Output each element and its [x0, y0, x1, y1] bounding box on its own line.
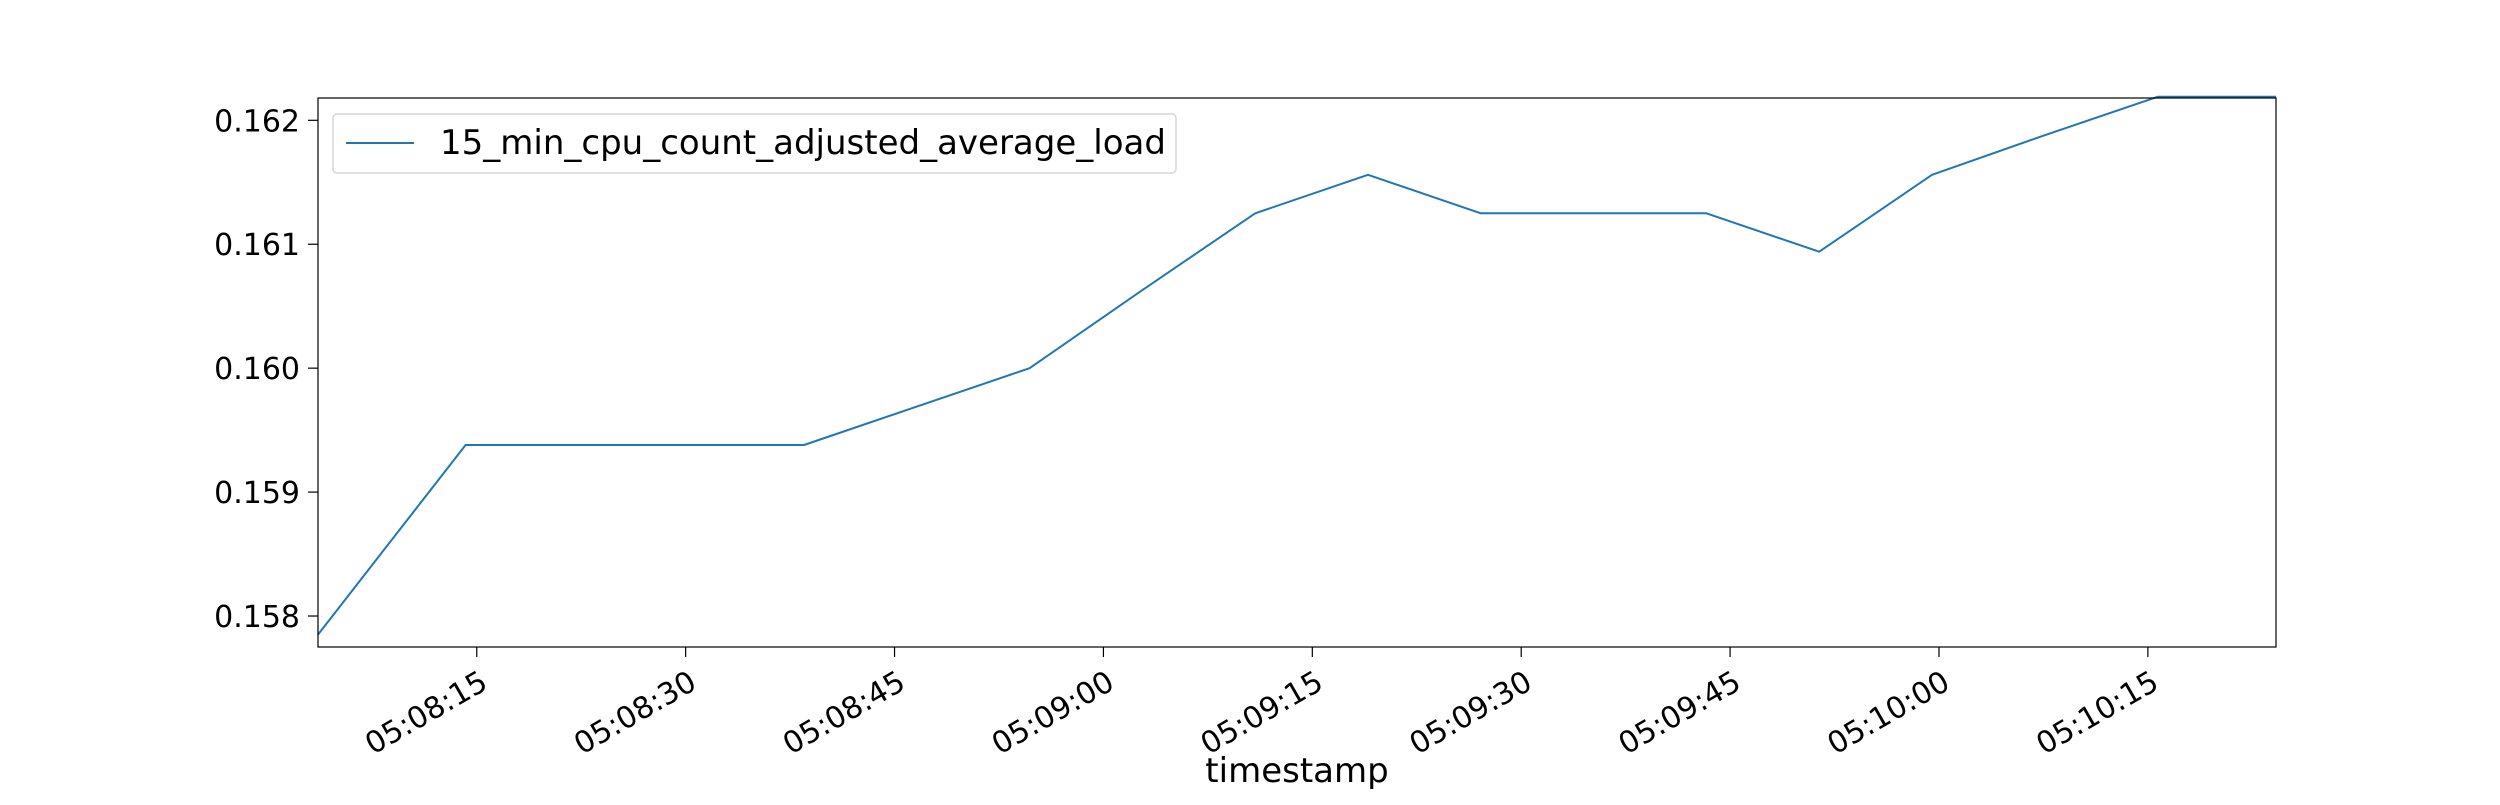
x-tick-label: 05:08:15 — [359, 664, 493, 762]
series-layer — [317, 95, 2276, 636]
x-tick-label: 05:09:45 — [1613, 664, 1747, 762]
x-tick-label: 05:08:45 — [777, 664, 911, 762]
plot-area — [318, 98, 2276, 647]
series-line — [317, 95, 2276, 636]
x-tick-label: 05:09:15 — [1195, 664, 1329, 762]
legend: 15_min_cpu_count_adjusted_average_load — [332, 113, 1177, 174]
x-tick-label: 05:09:30 — [1404, 664, 1538, 762]
y-tick-label: 0.158 — [214, 600, 300, 635]
x-tick-label: 05:08:30 — [568, 664, 702, 762]
x-axis-label: timestamp — [1205, 751, 1388, 791]
y-axis-ticks: 0.158 0.159 0.160 0.161 0.162 — [214, 104, 318, 635]
legend-box — [332, 113, 1177, 174]
y-tick-label: 0.160 — [214, 352, 300, 387]
legend-label: 15_min_cpu_count_adjusted_average_load — [440, 123, 1166, 163]
x-axis-ticks: 05:08:15 05:08:30 05:08:45 05:09:00 05:09:15… — [359, 647, 2165, 762]
x-tick-label: 05:09:00 — [986, 664, 1120, 762]
x-tick-label: 05:10:15 — [2030, 664, 2164, 762]
plot-frame — [317, 97, 2277, 648]
y-tick-label: 0.162 — [214, 104, 300, 139]
y-tick-label: 0.159 — [214, 476, 300, 511]
x-tick-label: 05:10:00 — [1822, 664, 1956, 762]
y-tick-label: 0.161 — [214, 228, 300, 263]
